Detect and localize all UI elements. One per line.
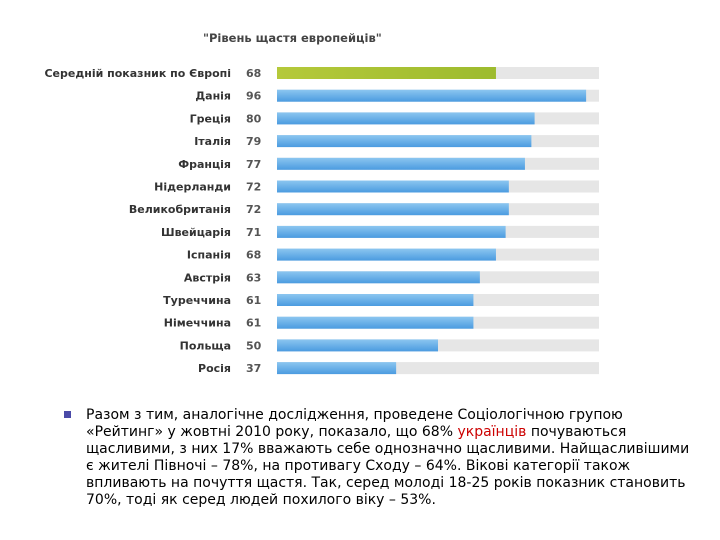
bullet-icon [64,411,71,418]
category-label: Франція [178,158,231,171]
bar [277,248,496,261]
value-label: 37 [246,362,261,375]
value-label: 79 [246,135,261,148]
value-label: 50 [246,339,262,352]
category-label: Великобританія [129,203,231,216]
bar [277,89,587,102]
note-text-after: почуваються щасливими, з них 17% вважают… [86,424,690,508]
category-label: Росія [198,362,231,375]
value-label: 61 [246,294,261,307]
bar [277,157,525,170]
category-label: Нідерланди [154,181,231,194]
value-label: 68 [246,67,261,80]
category-label: Середній показник по Європі [44,67,231,80]
bar [277,180,509,193]
category-label: Австрія [184,271,231,284]
category-label: Німеччина [164,317,231,330]
category-label: Греція [190,112,231,125]
value-label: 63 [246,271,261,284]
bar-average [277,67,496,79]
value-label: 77 [246,158,261,171]
category-label: Італія [194,135,231,148]
bar [277,203,509,216]
value-label: 61 [246,317,261,330]
value-label: 71 [246,226,261,239]
category-label: Швейцарія [161,226,231,239]
bar [277,112,535,125]
bar [277,339,438,352]
category-label: Іспанія [187,249,231,262]
note-text: Разом з тим, аналогічне дослідження, про… [86,407,694,509]
category-label: Туреччина [163,294,231,307]
bar [277,362,397,375]
chart-title: "Рівень щастя европейців" [203,31,382,45]
happiness-bar-chart: "Рівень щастя европейців" Середній показ… [44,31,599,375]
bar [277,294,474,306]
bar [277,271,480,284]
value-label: 96 [246,90,262,103]
category-label: Данія [195,90,231,103]
bar [277,135,532,148]
description-note: Разом з тим, аналогічне дослідження, про… [64,407,694,509]
value-label: 80 [246,112,262,125]
category-label: Польща [180,339,231,352]
value-label: 72 [246,181,261,194]
bar [277,225,506,238]
note-text-before: Разом з тим, аналогічне дослідження, про… [86,407,623,440]
note-highlight: українців [457,424,527,440]
value-label: 72 [246,203,261,216]
bar [277,316,474,329]
value-label: 68 [246,249,261,262]
